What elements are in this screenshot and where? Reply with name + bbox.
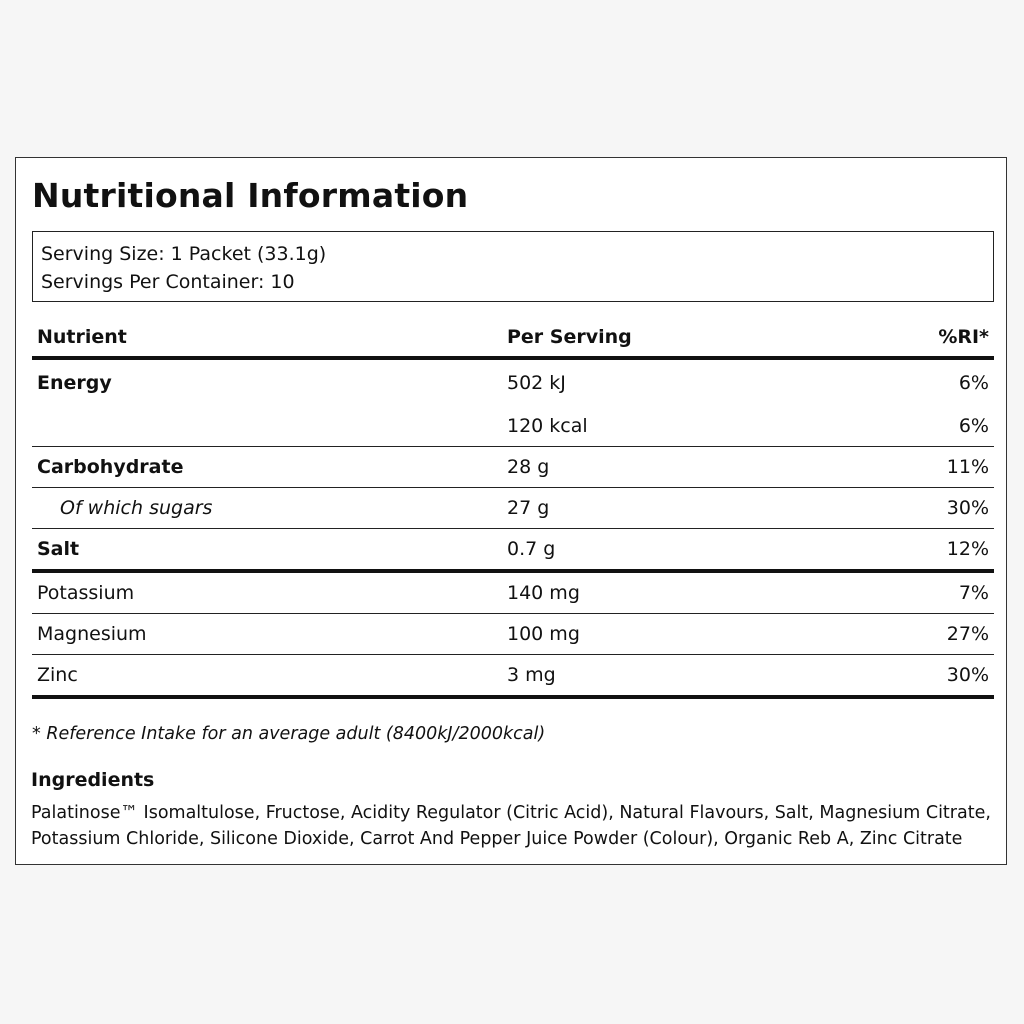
ri-value: 30% (946, 497, 989, 519)
ingredients-line-1: Palatinose™ Isomaltulose, Fructose, Acid… (31, 803, 991, 823)
nutrient-name: Magnesium (37, 623, 147, 645)
table-row-salt: Salt 0.7 g 12% (32, 529, 994, 573)
per-serving-value: 3 mg (507, 664, 556, 686)
per-serving-value: 502 kJ (507, 372, 566, 394)
per-serving-value: 28 g (507, 456, 550, 478)
table-row-zinc: Zinc 3 mg 30% (32, 655, 994, 699)
nutrient-name: Zinc (37, 664, 78, 686)
nutrient-name: Potassium (37, 582, 135, 604)
table-row-carbohydrate: Carbohydrate 28 g 11% (32, 447, 994, 488)
ri-footnote: * Reference Intake for an average adult … (32, 724, 546, 744)
header-ri: %RI* (938, 326, 989, 348)
serving-size: Serving Size: 1 Packet (33.1g) (41, 243, 327, 265)
servings-per-container: Servings Per Container: 10 (41, 271, 295, 293)
table-row-potassium: Potassium 140 mg 7% (32, 573, 994, 614)
per-serving-value: 100 mg (507, 623, 580, 645)
ingredients-title: Ingredients (31, 769, 155, 791)
ingredients-line-2: Potassium Chloride, Silicone Dioxide, Ca… (31, 829, 963, 849)
per-serving-value: 27 g (507, 497, 550, 519)
per-serving-value: 0.7 g (507, 538, 556, 560)
table-header-row: Nutrient Per Serving %RI* (32, 318, 994, 360)
nutrient-name: Of which sugars (60, 497, 213, 519)
ri-value: 6% (958, 372, 989, 394)
nutrition-table: Nutrient Per Serving %RI* Energy 502 kJ … (32, 318, 994, 699)
table-row-energy-kj: Energy 502 kJ 6% (32, 360, 994, 406)
ri-value: 27% (946, 623, 989, 645)
ri-value: 30% (946, 664, 989, 686)
ri-value: 7% (958, 582, 989, 604)
table-row-energy-kcal: 120 kcal 6% (32, 406, 994, 447)
ri-value: 12% (946, 538, 989, 560)
ri-value: 6% (958, 415, 989, 437)
nutrition-label: Nutritional Information Serving Size: 1 … (15, 157, 1007, 865)
ingredients-text: Palatinose™ Isomaltulose, Fructose, Acid… (31, 800, 1001, 852)
per-serving-value: 120 kcal (507, 415, 588, 437)
nutrient-name: Salt (37, 538, 80, 560)
nutrient-name: Carbohydrate (37, 456, 184, 478)
serving-info-box: Serving Size: 1 Packet (33.1g) Servings … (32, 231, 994, 302)
header-nutrient: Nutrient (37, 326, 127, 348)
table-row-sugars: Of which sugars 27 g 30% (32, 488, 994, 529)
table-row-magnesium: Magnesium 100 mg 27% (32, 614, 994, 655)
per-serving-value: 140 mg (507, 582, 580, 604)
nutrient-name: Energy (37, 372, 112, 394)
header-per-serving: Per Serving (507, 326, 632, 348)
ri-value: 11% (946, 456, 989, 478)
label-title: Nutritional Information (32, 176, 469, 215)
